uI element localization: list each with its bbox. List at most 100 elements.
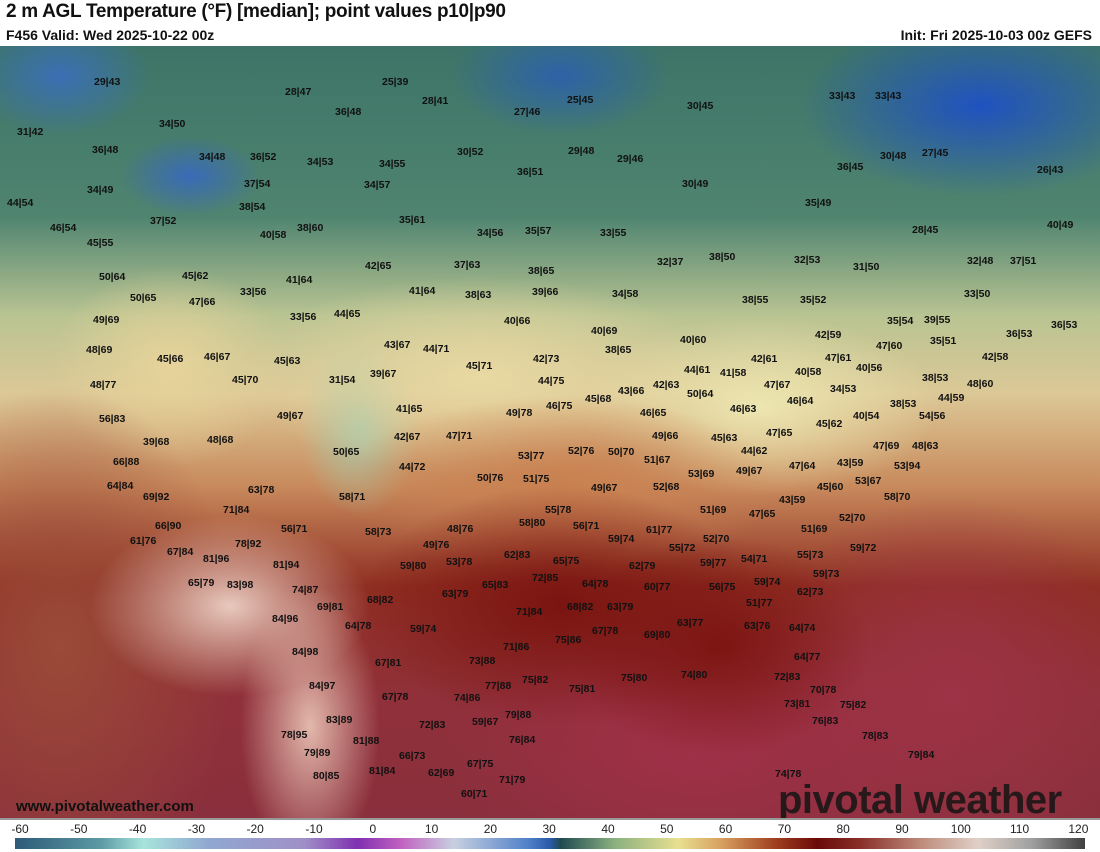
colorbar-tick: 100 xyxy=(950,822,971,836)
point-value: 37|54 xyxy=(244,178,271,190)
colorbar-tick: 50 xyxy=(660,822,674,836)
point-value: 48|68 xyxy=(207,434,234,446)
point-value: 37|51 xyxy=(1010,255,1037,267)
point-value: 48|76 xyxy=(447,523,474,535)
point-value: 48|63 xyxy=(912,440,939,452)
point-value: 36|51 xyxy=(517,166,544,178)
point-value: 30|48 xyxy=(880,150,907,162)
point-value: 76|83 xyxy=(812,715,839,727)
point-value: 51|75 xyxy=(523,473,550,485)
point-value: 49|78 xyxy=(506,407,533,419)
point-value: 59|74 xyxy=(608,533,635,545)
point-value: 55|72 xyxy=(669,542,696,554)
point-value: 49|67 xyxy=(591,482,618,494)
point-value: 27|45 xyxy=(922,147,949,159)
point-value: 61|77 xyxy=(646,524,673,536)
point-value: 47|65 xyxy=(766,427,793,439)
point-value: 32|37 xyxy=(657,256,684,268)
point-value: 58|71 xyxy=(339,491,366,503)
point-value: 34|53 xyxy=(830,383,857,395)
point-value: 34|56 xyxy=(477,227,504,239)
point-value: 45|71 xyxy=(466,360,493,372)
point-value: 37|52 xyxy=(150,215,177,227)
point-value: 25|39 xyxy=(382,76,409,88)
init-time: Init: Fri 2025-10-03 00z GEFS xyxy=(900,27,1092,43)
point-value: 78|92 xyxy=(235,538,262,550)
point-value: 45|68 xyxy=(585,393,612,405)
point-value: 69|80 xyxy=(644,629,671,641)
point-value: 34|58 xyxy=(612,288,639,300)
colorbar-tick: 80 xyxy=(836,822,850,836)
point-value: 35|57 xyxy=(525,225,552,237)
point-value: 40|60 xyxy=(680,334,707,346)
point-value: 29|48 xyxy=(568,145,595,157)
point-value: 47|67 xyxy=(764,379,791,391)
colorbar-tick: 120 xyxy=(1068,822,1089,836)
point-value: 81|94 xyxy=(273,559,300,571)
point-value: 45|63 xyxy=(274,355,301,367)
point-value: 50|65 xyxy=(130,292,157,304)
point-value: 78|95 xyxy=(281,729,308,741)
point-value: 28|41 xyxy=(422,95,449,107)
point-value: 36|48 xyxy=(335,106,362,118)
point-value: 49|76 xyxy=(423,539,450,551)
point-value: 33|50 xyxy=(964,288,991,300)
point-value: 59|67 xyxy=(472,716,499,728)
point-value: 79|88 xyxy=(505,709,532,721)
point-value: 25|45 xyxy=(567,94,594,106)
point-value: 35|52 xyxy=(800,294,827,306)
point-value: 53|77 xyxy=(518,450,545,462)
point-value: 80|85 xyxy=(313,770,340,782)
point-value: 43|66 xyxy=(618,385,645,397)
colorbar-tick: -10 xyxy=(305,822,323,836)
colorbar-tick: 0 xyxy=(369,822,377,836)
point-value: 67|75 xyxy=(467,758,494,770)
point-value: 44|75 xyxy=(538,375,565,387)
point-value: 84|98 xyxy=(292,646,319,658)
point-value: 75|82 xyxy=(522,674,549,686)
point-value: 45|60 xyxy=(817,481,844,493)
point-value: 36|53 xyxy=(1051,319,1078,331)
point-value: 74|80 xyxy=(681,669,708,681)
point-value: 34|50 xyxy=(159,118,186,130)
point-value: 48|60 xyxy=(967,378,994,390)
point-value: 60|77 xyxy=(644,581,671,593)
point-value: 67|81 xyxy=(375,657,402,669)
point-value: 50|76 xyxy=(477,472,504,484)
colorbar-tick: -20 xyxy=(246,822,264,836)
point-value: 81|88 xyxy=(353,735,380,747)
point-value: 43|59 xyxy=(837,457,864,469)
point-value: 67|78 xyxy=(382,691,409,703)
point-value: 33|56 xyxy=(240,286,267,298)
colorbar-tick: -50 xyxy=(70,822,88,836)
point-value: 49|67 xyxy=(277,410,304,422)
colorbar-tick: -60 xyxy=(11,822,29,836)
point-value: 33|56 xyxy=(290,311,317,323)
point-value: 46|63 xyxy=(730,403,757,415)
point-value: 70|78 xyxy=(810,684,837,696)
point-value: 47|66 xyxy=(189,296,216,308)
point-value: 41|58 xyxy=(720,367,747,379)
point-value: 47|71 xyxy=(446,430,473,442)
point-value: 42|67 xyxy=(394,431,421,443)
point-value: 42|61 xyxy=(751,353,778,365)
point-value: 63|77 xyxy=(677,617,704,629)
point-value: 73|81 xyxy=(784,698,811,710)
point-value: 53|69 xyxy=(688,468,715,480)
point-value: 56|75 xyxy=(709,581,736,593)
point-value: 63|79 xyxy=(442,588,469,600)
point-value: 52|76 xyxy=(568,445,595,457)
point-value: 79|84 xyxy=(908,749,935,761)
point-value: 69|81 xyxy=(317,601,344,613)
point-value: 77|88 xyxy=(485,680,512,692)
point-value: 42|63 xyxy=(653,379,680,391)
point-value: 38|53 xyxy=(922,372,949,384)
point-value: 49|69 xyxy=(93,314,120,326)
point-value: 45|70 xyxy=(232,374,259,386)
point-value: 46|54 xyxy=(50,222,77,234)
point-value: 79|89 xyxy=(304,747,331,759)
point-value: 83|98 xyxy=(227,579,254,591)
point-value: 40|56 xyxy=(856,362,883,374)
point-value: 46|64 xyxy=(787,395,814,407)
point-value: 44|54 xyxy=(7,197,34,209)
